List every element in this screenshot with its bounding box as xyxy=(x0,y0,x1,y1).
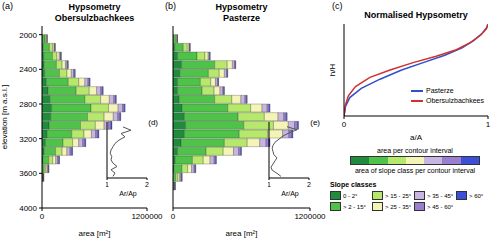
html-text:Ar/Ap: Ar/Ap xyxy=(119,190,137,197)
html-text:(b): (b) xyxy=(165,1,176,11)
svg-text:4000: 4000 xyxy=(19,204,37,213)
svg-text:a/A: a/A xyxy=(410,133,423,140)
html-text:> 2 - 15°: > 2 - 15° xyxy=(343,203,366,210)
svg-text:2800: 2800 xyxy=(19,100,37,109)
svg-text:2000: 2000 xyxy=(19,31,37,40)
svg-text:area [m²]: area [m²] xyxy=(225,229,257,238)
svg-text:0: 0 xyxy=(342,120,347,129)
html-text:Ar/Ap: Ar/Ap xyxy=(281,190,299,197)
svg-text:3200: 3200 xyxy=(19,135,37,144)
html-text:Normalised Hypsometry: Normalised Hypsometry xyxy=(364,10,468,20)
html-text:> 60°: > 60° xyxy=(469,192,484,199)
svg-text:1: 1 xyxy=(106,181,109,188)
html-text:Pasterze: Pasterze xyxy=(223,13,260,23)
svg-text:3600: 3600 xyxy=(19,169,37,178)
svg-text:0: 0 xyxy=(40,212,45,221)
html-text:Pasterze: Pasterze xyxy=(426,87,454,94)
html-text:Hypsometry: Hypsometry xyxy=(215,2,268,12)
svg-text:1: 1 xyxy=(268,181,271,188)
html-text:area of slope class per contou: area of slope class per contour interval xyxy=(354,167,476,174)
svg-text:2: 2 xyxy=(307,181,311,188)
html-text:(a): (a) xyxy=(2,1,13,11)
svg-text:h/H: h/H xyxy=(330,64,337,77)
svg-text:1: 1 xyxy=(486,120,491,129)
html-text:> 45 - 60°: > 45 - 60° xyxy=(427,203,454,210)
svg-text:area [m²]: area [m²] xyxy=(78,229,110,238)
svg-text:1200000: 1200000 xyxy=(294,212,326,221)
html-text:(e): (e) xyxy=(310,118,320,127)
svg-text:1200000: 1200000 xyxy=(131,212,163,221)
html-text:(c): (c) xyxy=(332,1,343,11)
html-text:> 35 - 45°: > 35 - 45° xyxy=(427,192,454,199)
html-text:Hypsometry: Hypsometry xyxy=(68,2,121,12)
html-text:Obersulzbachkees: Obersulzbachkees xyxy=(54,13,135,23)
html-text:Obersulzbachkees: Obersulzbachkees xyxy=(426,97,484,104)
svg-text:2: 2 xyxy=(145,181,149,188)
html-text:0 - 2°: 0 - 2° xyxy=(343,192,358,199)
html-text:> 15 - 25°: > 15 - 25° xyxy=(385,192,412,199)
svg-text:elevation [m a.s.l.]: elevation [m a.s.l.] xyxy=(8,85,9,149)
svg-text:2400: 2400 xyxy=(19,65,37,74)
svg-text:0: 0 xyxy=(171,212,176,221)
html-text:(d): (d) xyxy=(148,118,158,127)
html-text:area per contour interval: area per contour interval xyxy=(377,147,453,154)
html-text:> 25 - 35°: > 25 - 35° xyxy=(385,203,412,210)
html-text:Slope classes: Slope classes xyxy=(330,181,377,188)
